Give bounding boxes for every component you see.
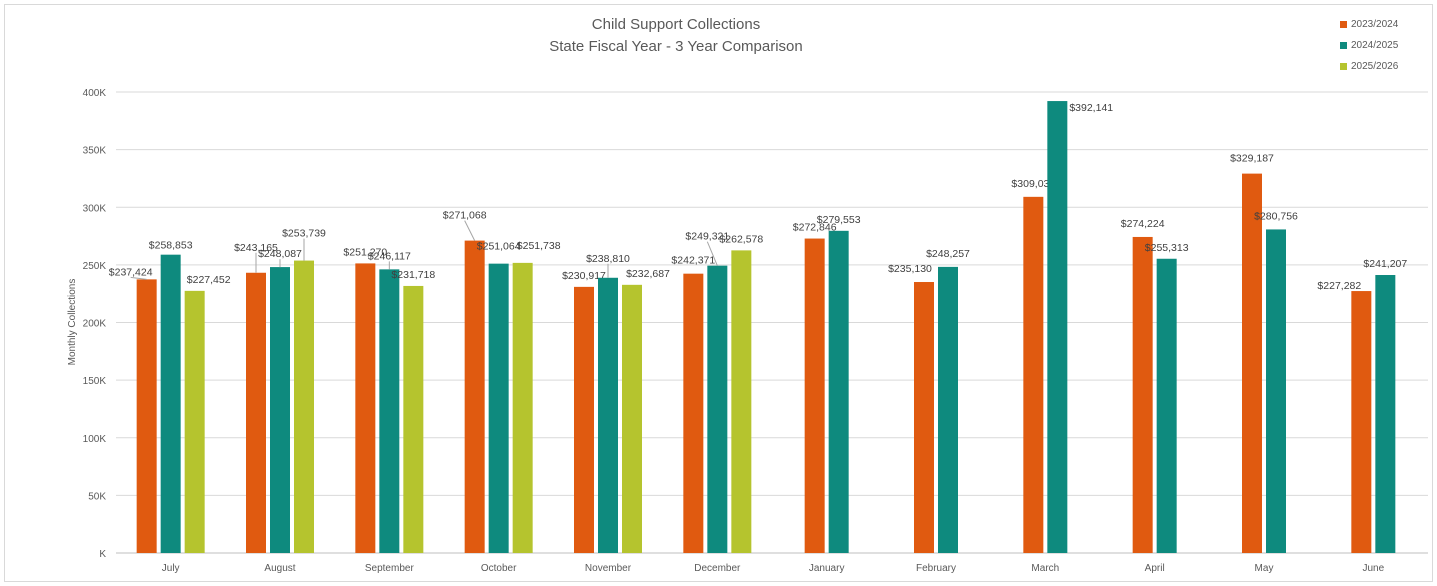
bar-2023-2024-august [246,272,266,553]
data-label: $248,257 [926,248,970,260]
legend: 2023/2024 2024/2025 2025/2026 [1340,14,1398,77]
data-label: $309,035 [1011,178,1055,190]
y-tick-label: 350K [83,146,107,157]
legend-label-3: 2025/2026 [1351,61,1399,72]
bar-2023-2024-october [464,240,485,554]
y-tick-label: 300K [83,203,107,214]
bar-2024-2025-june [1375,275,1396,553]
x-tick-label: March [1031,563,1059,574]
bar-2025-2026-october [512,262,533,553]
legend-swatch-3 [1340,63,1347,70]
data-label: $253,739 [282,228,326,240]
bar-2024-2025-october [488,263,509,553]
data-label: $241,207 [1363,258,1407,270]
data-label: $238,810 [586,253,630,265]
bar-2025-2026-november [622,284,642,553]
data-label: $262,578 [719,233,763,245]
bar-2024-2025-april [1156,258,1177,553]
bar-2025-2026-december [731,250,752,554]
x-tick-label: May [1255,563,1274,574]
data-label: $279,553 [817,214,861,226]
data-label: $249,321 [685,231,729,243]
bar-2023-2024-december [683,273,704,553]
legend-swatch-2 [1340,42,1347,49]
data-label: $232,687 [626,268,670,280]
leader-line [130,276,147,280]
bar-2024-2025-january [828,230,849,553]
data-label: $237,424 [109,266,153,278]
y-tick-label: 100K [83,434,107,445]
data-label: $235,130 [888,263,932,275]
x-tick-label: November [585,563,632,574]
bar-2023-2024-november [574,286,594,553]
x-tick-label: April [1145,563,1165,574]
bar-2024-2025-july [160,254,181,553]
legend-item-1: 2023/2024 [1340,14,1398,35]
bar-2023-2024-april [1132,236,1153,553]
bar-2023-2024-may [1242,173,1262,553]
data-label: $329,187 [1230,153,1274,165]
bar-2024-2025-november [598,277,618,553]
data-label: $231,718 [391,269,435,281]
y-tick-label: K [99,549,106,560]
data-label: $230,917 [562,270,606,282]
y-tick-label: 200K [83,319,107,330]
bar-2024-2025-february [938,266,958,553]
x-tick-label: February [916,563,956,574]
bar-2024-2025-december [707,265,728,553]
bar-2025-2026-september [403,285,424,553]
legend-item-3: 2025/2026 [1340,56,1398,77]
data-label: $392,141 [1069,102,1113,114]
x-tick-label: August [264,563,295,574]
chart-subtitle: State Fiscal Year - 3 Year Comparison [549,38,803,55]
data-label: $251,270 [343,246,387,258]
y-axis-label: Monthly Collections [67,279,78,366]
bar-2023-2024-march [1023,196,1044,553]
data-label: $246,117 [368,250,411,262]
data-label: $227,282 [1317,280,1361,292]
data-label: $258,853 [149,240,193,252]
chart-title: Child Support Collections [591,16,761,33]
x-tick-label: June [1362,563,1384,574]
y-tick-label: 250K [83,261,107,272]
legend-label-1: 2023/2024 [1351,19,1399,30]
x-tick-label: July [162,563,180,574]
bar-2023-2024-february [914,282,934,553]
x-tick-label: October [481,563,517,574]
legend-label-2: 2024/2025 [1351,40,1399,51]
bar-2023-2024-july [136,279,157,553]
data-label: $227,452 [187,274,231,286]
x-tick-label: January [809,563,845,574]
bar-2023-2024-june [1351,291,1372,553]
x-tick-label: December [694,563,741,574]
bar-2023-2024-september [355,263,376,553]
bar-2025-2026-august [294,260,314,553]
bar-2024-2025-may [1266,229,1286,553]
data-label: $243,165 [234,242,278,254]
bar-2024-2025-september [379,269,400,553]
bar-2024-2025-march [1047,101,1068,553]
leader-line [464,220,476,241]
data-label: $242,371 [671,255,715,267]
legend-swatch-1 [1340,21,1347,28]
bar-2024-2025-august [270,267,290,553]
data-label: $272,846 [793,222,837,234]
bar-2025-2026-july [184,290,205,553]
data-label: $274,224 [1121,218,1165,230]
y-tick-label: 400K [83,88,107,99]
x-tick-label: September [365,563,415,574]
data-label: $248,087 [258,248,302,260]
y-tick-label: 50K [88,491,106,502]
data-label: $251,738 [517,240,561,252]
legend-item-2: 2024/2025 [1340,35,1398,56]
data-label: $251,064 [477,241,521,253]
data-label: $255,313 [1145,242,1189,254]
data-label: $280,756 [1254,210,1298,222]
data-label: $271,068 [443,210,487,222]
bar-2023-2024-january [804,238,825,553]
y-tick-label: 150K [83,376,107,387]
leader-line [706,241,718,266]
